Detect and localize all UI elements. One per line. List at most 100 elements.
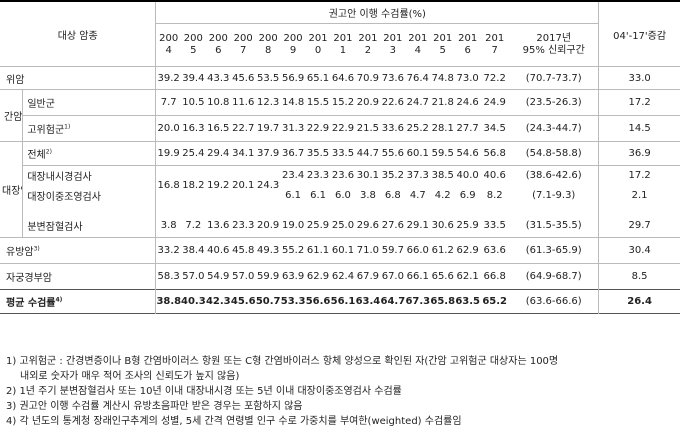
row-label: 위암	[6, 74, 25, 86]
table-cell: 57.0	[232, 271, 255, 282]
table-cell: 39.4	[182, 72, 205, 84]
ci-value: (31.5-35.5)	[525, 219, 582, 231]
ci-value: (64.9-68.7)	[525, 271, 582, 282]
table-cell: 40.0	[456, 170, 479, 182]
year-header: 200 8	[255, 23, 281, 67]
table-cell: 60.1	[331, 245, 355, 256]
ci-header: 2017년 95% 신뢰구간	[509, 23, 599, 67]
table-cell: 34.5	[483, 123, 506, 134]
row-colonoscopy: 대장내시경검사 16.8 18.2 19.2 20.1 24.3 23.4 23.3 23.…	[0, 165, 680, 206]
table-cell: 45.8	[232, 245, 255, 256]
table-cell: 62.9	[456, 245, 479, 256]
table-cell: 45.6	[230, 296, 256, 307]
rate-title-header: 권고안 이행 수검률(%)	[155, 1, 599, 24]
table-cell: 56.1	[330, 296, 356, 307]
table-cell: 6.1	[285, 190, 302, 201]
table-cell: 20.1	[232, 180, 255, 192]
table-cell: 20.9	[356, 97, 380, 108]
table-cell: 19.2	[207, 180, 230, 192]
table-cell	[405, 206, 430, 214]
table-cell: 6.0	[335, 190, 351, 201]
table-cell: 23.4	[281, 170, 305, 182]
table-cell: 66.1	[406, 271, 429, 282]
ci-value: (63.6-66.6)	[525, 296, 582, 307]
header-row-2: 200 4 200 5 200 6 200 7 200 8 200 9 201 0 201 1 …	[0, 23, 680, 67]
table-cell: 35.2	[381, 170, 404, 182]
table-cell: 67.0	[381, 271, 404, 282]
table-cell: 57.0	[182, 271, 205, 282]
row-label: 고위험군1)	[22, 115, 156, 142]
year-header: 201 1	[330, 23, 356, 67]
table-cell: 38.4	[182, 245, 205, 256]
row-breast: 유방암3) 33.2 38.4 40.6 45.8 49.3 55.2 61.1 60.1 71…	[0, 237, 680, 264]
change-value: 14.5	[598, 115, 680, 142]
year-header: 201 5	[430, 23, 456, 67]
table-cell: 40.6	[483, 170, 506, 182]
row-spacer	[0, 205, 680, 214]
table-cell	[455, 206, 480, 214]
table-cell: 19.7	[257, 123, 280, 134]
change-value: 26.4	[598, 289, 680, 314]
footnote-3: 3) 권고안 이행 수검률 계산시 유방초음파만 받은 경우는 포함하지 않음	[6, 401, 303, 412]
table-cell: 35.5	[306, 148, 330, 159]
table-cell: 55.2	[281, 245, 305, 256]
ci-value: (61.3-65.9)	[525, 245, 582, 256]
table-cell: 12.3	[257, 97, 280, 108]
table-cell: 23.3	[306, 170, 330, 182]
table-cell: 13.6	[207, 219, 230, 231]
table-cell: 7.7	[155, 89, 181, 116]
table-cell	[355, 206, 380, 214]
table-cell: 3.8	[155, 213, 181, 238]
table-cell: 58.3	[155, 263, 181, 290]
table-cell: 45.6	[232, 72, 255, 84]
table-cell: 6.8	[384, 190, 401, 201]
change-value: 33.0	[598, 66, 680, 90]
table-cell: 19.9	[155, 141, 181, 166]
row-label: 전체2)	[22, 141, 156, 166]
year-header: 200 5	[180, 23, 206, 67]
table-cell: 65.8	[430, 296, 456, 307]
table-cell	[22, 205, 156, 214]
table-cell: 30.6	[431, 219, 454, 231]
table-cell: 16.3	[182, 123, 205, 134]
table-cell: 14.8	[281, 97, 305, 108]
table-cell: 8.2	[486, 190, 503, 201]
change-value: 36.9	[598, 141, 680, 166]
table-cell: 67.3	[405, 296, 431, 307]
table-cell: 33.5	[331, 148, 355, 159]
table-cell: 38.8	[155, 289, 181, 314]
year-header: 201 3	[380, 23, 406, 67]
table-cell: 21.8	[431, 97, 454, 108]
year-header: 200 7	[230, 23, 256, 67]
header-row-1: 대상 암종 권고안 이행 수검률(%) 04'-17'증감	[0, 1, 680, 67]
table-cell: 38.5	[431, 170, 454, 182]
ci-value: (54.8-58.8)	[525, 148, 582, 159]
table-cell: 44.7	[356, 148, 380, 159]
table-cell: 55.6	[381, 148, 404, 159]
row-label: 유방암3)	[6, 245, 40, 258]
table-cell	[598, 205, 680, 214]
footnote-2: 2) 1년 주기 분변잠혈검사 또는 10년 이내 대장내시경 또는 5년 이내…	[6, 386, 402, 397]
table-cell: 43.3	[207, 72, 230, 84]
footnote-4: 4) 각 년도의 통계청 장래인구추계의 성별, 5세 간격 연령별 인구 수로…	[6, 416, 462, 427]
table-cell: 64.6	[331, 72, 355, 84]
year-header: 201 2	[355, 23, 381, 67]
table-cell: 25.0	[331, 219, 355, 231]
table-cell	[480, 206, 509, 214]
year-header: 200 6	[205, 23, 231, 67]
ci-value: (38.6-42.6)	[525, 170, 582, 182]
table-cell: 73.6	[381, 72, 404, 84]
table-cell: 59.7	[381, 245, 404, 256]
table-cell: 15.2	[331, 97, 355, 108]
table-cell: 53.5	[257, 72, 280, 84]
table-cell: 25.2	[406, 123, 429, 134]
table-cell: 62.1	[456, 271, 479, 282]
table-cell	[155, 205, 181, 214]
year-header: 201 6	[455, 23, 481, 67]
ci-value: (23.5-26.3)	[525, 97, 582, 108]
table-cell: 29.6	[356, 219, 380, 231]
table-cell: 54.6	[456, 148, 479, 159]
table-cell: 24.3	[257, 180, 280, 192]
table-cell: 66.8	[483, 271, 506, 282]
table-cell: 22.9	[331, 123, 355, 134]
